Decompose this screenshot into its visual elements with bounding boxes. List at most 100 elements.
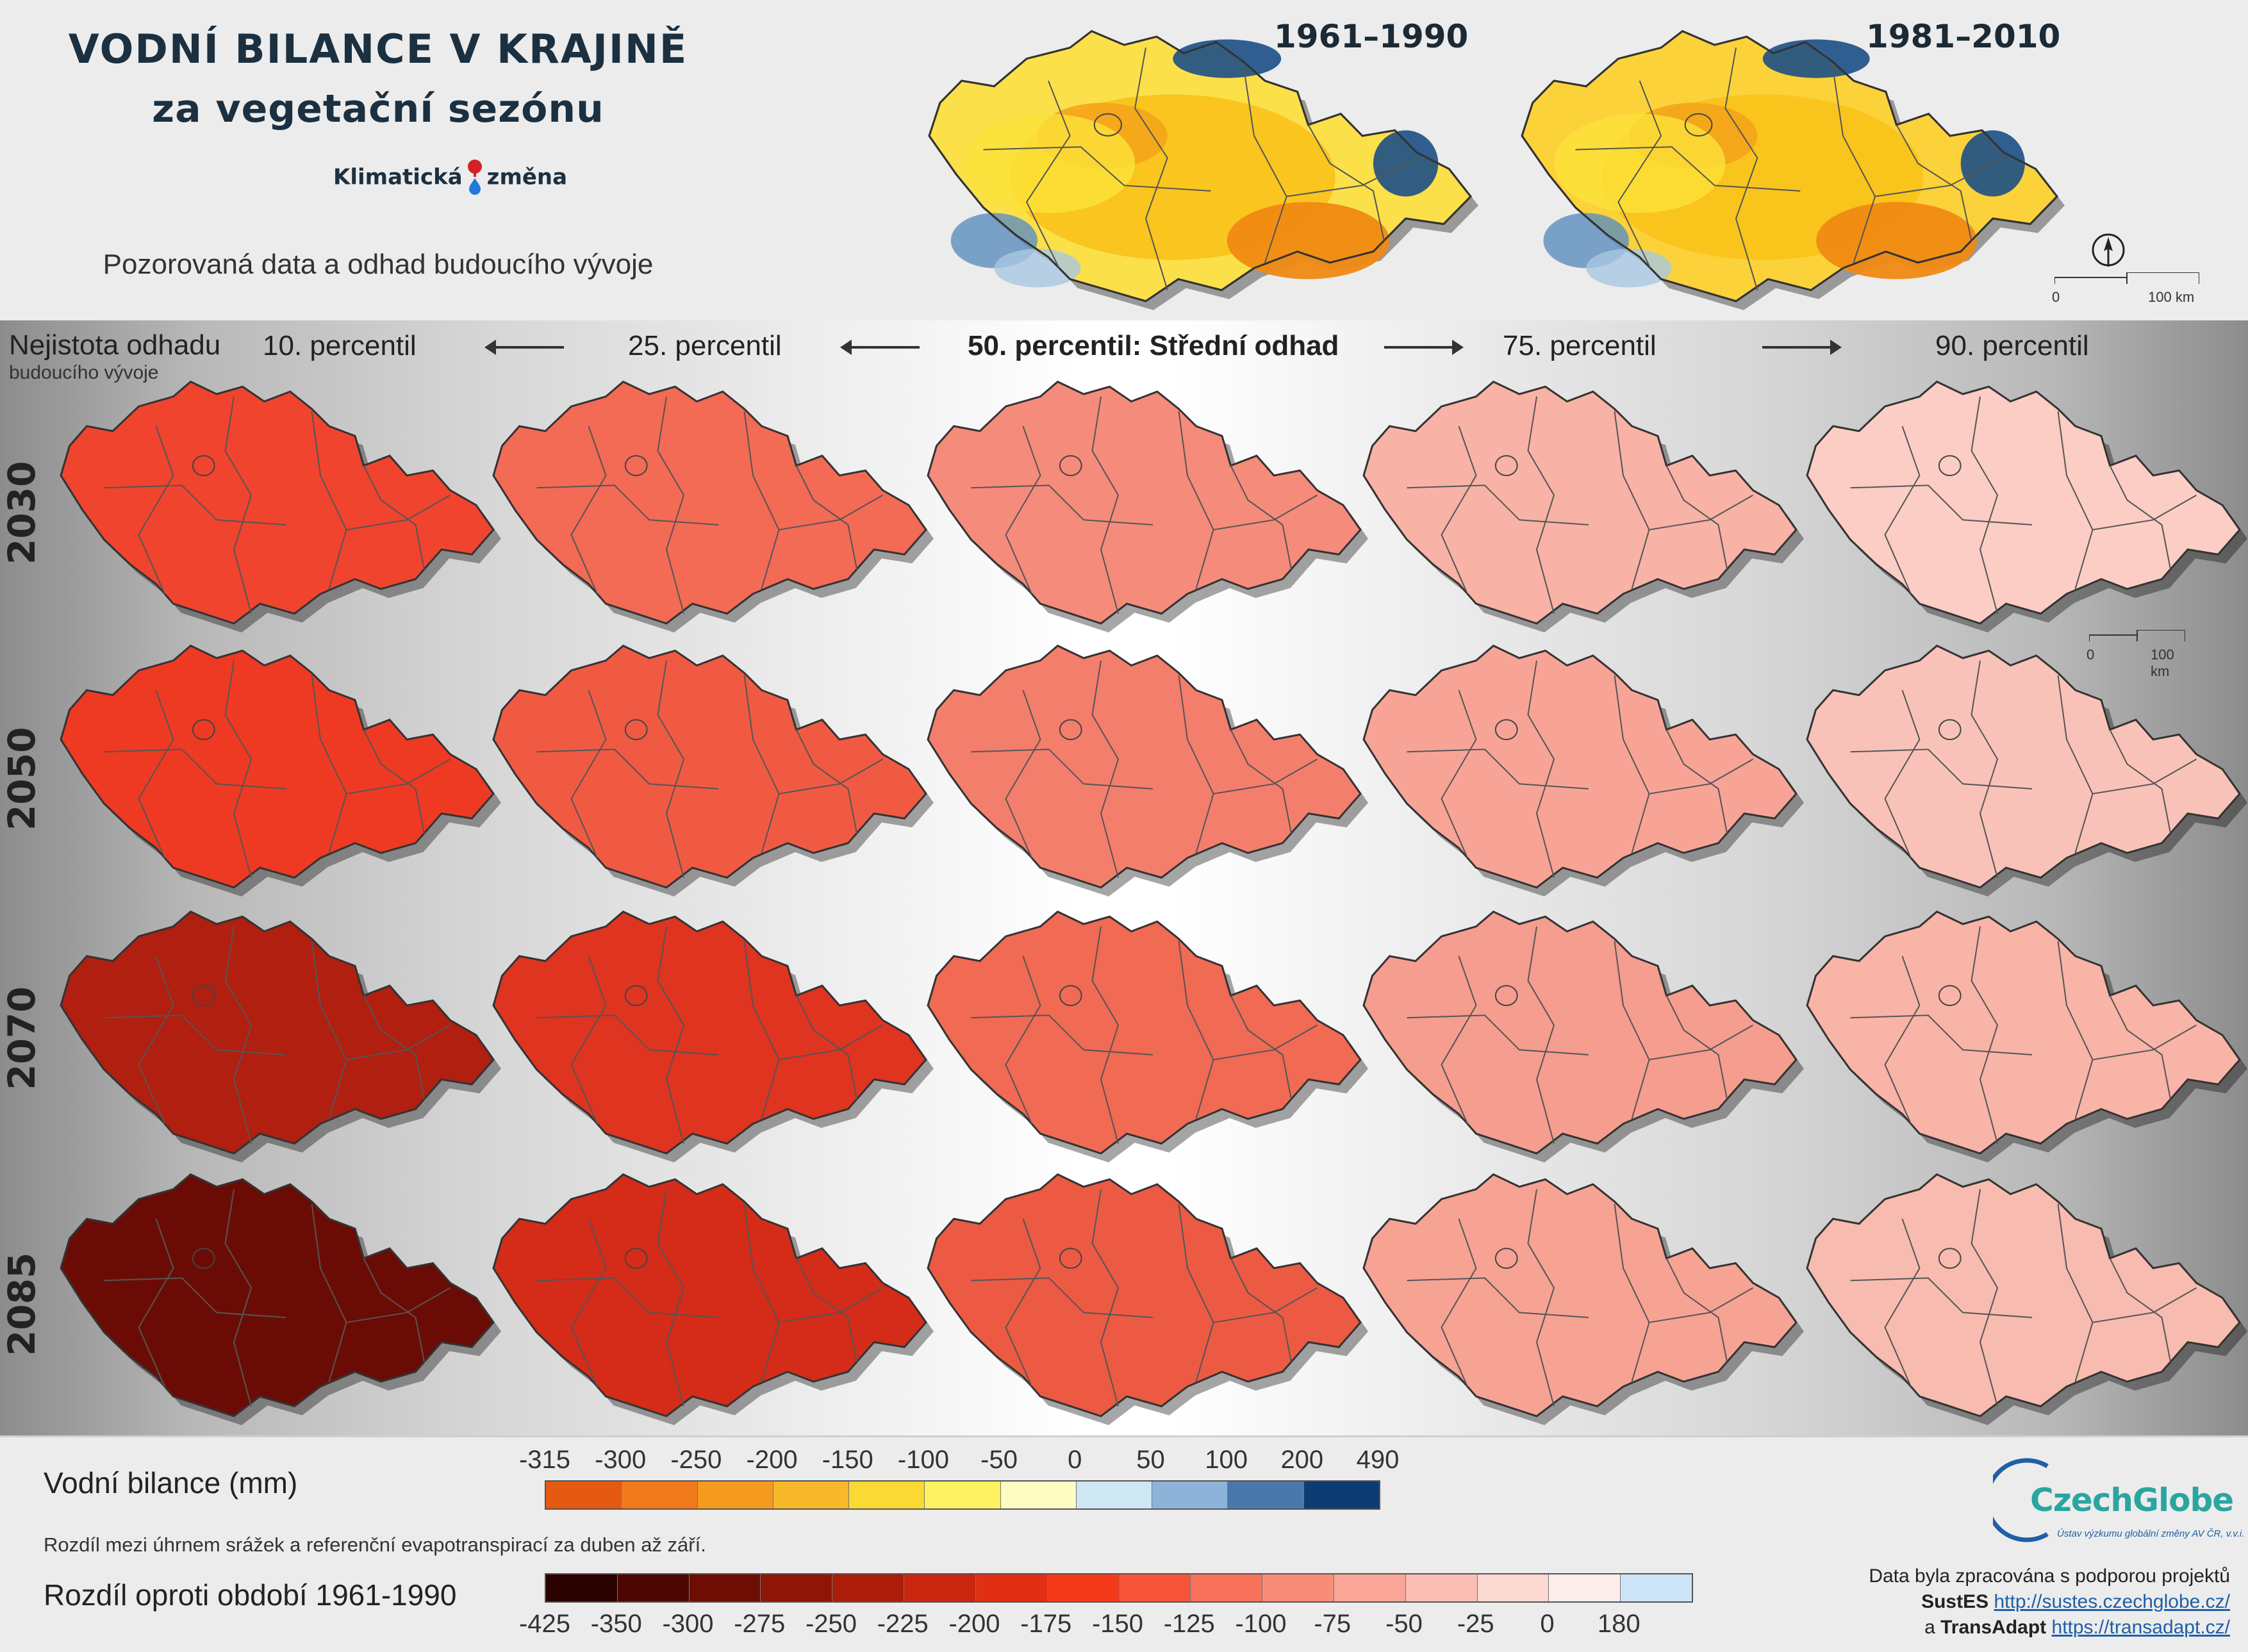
region-border [1724, 47, 1758, 291]
region-border [2057, 675, 2094, 854]
colorbar-tick: -150 [822, 1446, 873, 1474]
arrow-left-1-icon [484, 340, 564, 355]
region-border [779, 1287, 883, 1323]
region-border [1230, 1258, 1292, 1362]
region-border [1850, 748, 2033, 789]
region-border [1527, 660, 1555, 878]
col-label-p75: 75. percentil [1503, 330, 1657, 361]
region-border [2057, 941, 2094, 1119]
prague-border [192, 985, 215, 1007]
region-border [1896, 124, 1972, 241]
region-border [311, 1203, 347, 1382]
colorbar-tick: -75 [1314, 1610, 1351, 1638]
region-border [224, 926, 252, 1144]
region-border [1441, 1218, 1477, 1387]
row-label-2050: 2050 [0, 727, 44, 830]
colorbar-swatch [849, 1482, 925, 1508]
prague-border [1684, 113, 1713, 137]
map-2050-0 [60, 644, 501, 896]
colorbar-tick: -300 [662, 1610, 714, 1638]
region-border [743, 1203, 780, 1382]
region-border [1005, 425, 1041, 595]
region-border [2109, 995, 2171, 1100]
region-border [1307, 124, 1385, 241]
region-border [1091, 396, 1120, 614]
colorbar-tick: -200 [746, 1446, 798, 1474]
region-border [1665, 995, 1728, 1100]
region-border [2109, 465, 2171, 570]
region-border [1665, 1258, 1728, 1362]
region-border [2092, 1287, 2197, 1323]
prague-border [1059, 719, 1082, 741]
colorbar-tick: -225 [877, 1610, 929, 1638]
region-border [1527, 926, 1555, 1144]
colorbar-swatch [697, 1482, 773, 1508]
colorbar-swatch [832, 1574, 905, 1601]
country-outline [492, 644, 927, 889]
prague-border [1093, 113, 1122, 137]
region-border [2092, 494, 2197, 531]
prague-border [1494, 1248, 1518, 1269]
map-2030-4 [1806, 380, 2247, 632]
region-border [1005, 1218, 1041, 1387]
region-border [1407, 1014, 1589, 1055]
colorbar-swatch [1334, 1574, 1406, 1601]
map-2070-3 [1362, 910, 1804, 1162]
colorbar-swatch [617, 1574, 690, 1601]
map-region-blob [1816, 202, 1977, 279]
region-border [795, 1258, 857, 1362]
region-border [363, 995, 425, 1100]
region-border [2109, 1258, 2171, 1362]
czechglobe-logo-icon [1993, 1458, 2049, 1542]
region-border [138, 690, 174, 859]
map-2030-1 [492, 380, 934, 632]
klimaticka-zmena-logo: Klimatická změna [333, 159, 567, 197]
region-border [1134, 47, 1168, 291]
map-2050-2 [927, 644, 1368, 896]
region-border [1441, 690, 1477, 859]
region-border [1527, 1189, 1555, 1407]
project-sustes: SustES [1921, 1591, 1989, 1612]
transadapt-link[interactable]: https://transadapt.cz/ [2051, 1617, 2230, 1638]
country-outline [492, 910, 927, 1155]
country-outline [492, 1173, 927, 1417]
colorbar-tick: -175 [1020, 1610, 1072, 1638]
north-arrow-icon [2092, 233, 2125, 267]
prague-border [1938, 985, 1962, 1007]
map-2070-2 [927, 910, 1368, 1162]
colorbar-swatch [1621, 1574, 1692, 1601]
country-outline [927, 644, 1362, 889]
col-label-p25: 25. percentil [628, 330, 782, 361]
page-title: VODNÍ BILANCE V KRAJINĚ [68, 26, 688, 72]
region-border [224, 660, 252, 878]
diff-legend-title: Rozdíl oproti období 1961-1990 [44, 1578, 457, 1612]
region-border [346, 758, 450, 795]
region-border [779, 758, 883, 795]
region-border [983, 146, 1211, 192]
sustes-link[interactable]: http://sustes.czechglobe.cz/ [1994, 1591, 2230, 1612]
prague-border [1938, 455, 1962, 477]
map-region-blob [994, 249, 1081, 288]
legend-panel [0, 1435, 2248, 1652]
region-border [1230, 729, 1292, 834]
country-outline [1362, 380, 1798, 625]
colorbar-tick: -275 [734, 1610, 786, 1638]
region-border [1025, 80, 1071, 268]
region-border [1649, 1287, 1753, 1323]
colorbar-swatch [975, 1574, 1048, 1601]
colorbar-swatch [1076, 1482, 1153, 1508]
row-label-2030: 2030 [0, 461, 44, 565]
prague-border [1494, 719, 1518, 741]
colorbar-tick: -315 [518, 1446, 571, 1474]
prague-border [1059, 455, 1082, 477]
observed-caption: Pozorovaná data a odhad budoucího vývoje [103, 249, 654, 280]
colorbar-swatch [622, 1482, 698, 1508]
region-border [2057, 411, 2094, 590]
map-region-blob [1227, 202, 1390, 279]
country-outline [60, 1173, 495, 1417]
map-2070-0 [60, 910, 501, 1162]
map-region-blob [1586, 249, 1672, 288]
region-border [1665, 465, 1728, 570]
colorbar-swatch [1119, 1574, 1191, 1601]
region-border [1286, 157, 1417, 197]
